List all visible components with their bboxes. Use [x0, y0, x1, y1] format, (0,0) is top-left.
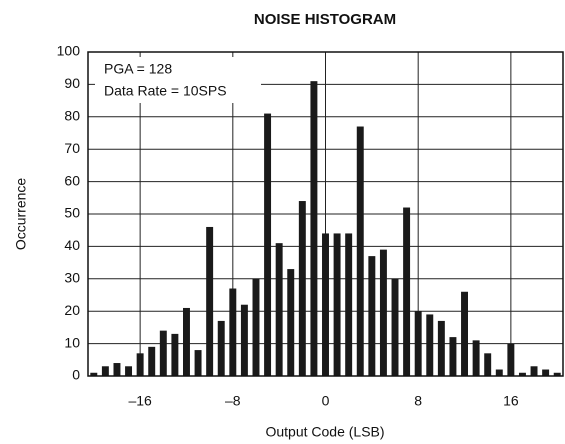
chart-title: NOISE HISTOGRAM [254, 11, 396, 28]
x-axis-label: Output Code (LSB) [265, 424, 384, 440]
annotation: Data Rate = 10SPS [104, 83, 227, 99]
x-tick-label: –16 [128, 393, 152, 409]
bar [206, 226, 214, 376]
y-tick-label: 30 [64, 270, 80, 286]
bar [333, 233, 341, 376]
y-tick-label: 100 [57, 43, 81, 59]
bar [368, 256, 376, 376]
bar [530, 366, 538, 376]
bar [136, 353, 144, 376]
y-tick-label: 80 [64, 108, 80, 124]
bar [298, 201, 306, 376]
bar [449, 337, 457, 376]
y-tick-label: 20 [64, 302, 80, 318]
bar [437, 320, 445, 376]
bar [345, 233, 353, 376]
bar [287, 269, 295, 376]
bar [507, 343, 515, 376]
bar [240, 304, 248, 376]
bar [553, 372, 561, 376]
bar [518, 372, 526, 376]
bar [426, 314, 434, 376]
y-tick-label: 50 [64, 205, 80, 221]
bar [194, 350, 202, 376]
bar [461, 291, 468, 376]
bar [356, 126, 364, 377]
y-axis-label: Occurrence [13, 178, 29, 251]
y-tick-label: 90 [64, 75, 80, 91]
bar [542, 369, 550, 376]
bar [495, 369, 503, 376]
bar [148, 346, 156, 376]
x-tick-label: 8 [414, 393, 422, 409]
bar [414, 311, 422, 376]
y-tick-label: 40 [64, 237, 80, 253]
y-tick-label: 0 [72, 367, 80, 383]
bar [403, 207, 411, 376]
bar [252, 278, 260, 376]
bar [391, 278, 399, 376]
bar [101, 366, 109, 376]
bar [159, 330, 167, 376]
bar [183, 307, 190, 376]
bar [322, 233, 329, 376]
bar [275, 243, 283, 376]
bar [217, 320, 225, 376]
x-tick-label: 0 [322, 393, 330, 409]
bar [171, 333, 179, 376]
bar [229, 288, 237, 376]
plot-frame [87, 51, 564, 377]
bar [472, 340, 480, 376]
bar [310, 81, 318, 376]
bar [379, 249, 387, 376]
x-tick-label: 16 [503, 393, 519, 409]
annotation: PGA = 128 [104, 61, 172, 77]
bar [113, 363, 121, 376]
y-tick-label: 70 [64, 140, 80, 156]
y-tick-label: 60 [64, 172, 80, 188]
bar [125, 366, 133, 376]
annotation-box [95, 57, 261, 103]
bar [264, 113, 272, 376]
x-tick-label: –8 [225, 393, 241, 409]
bar [484, 353, 492, 376]
y-tick-label: 10 [64, 334, 80, 350]
bar [90, 372, 98, 376]
